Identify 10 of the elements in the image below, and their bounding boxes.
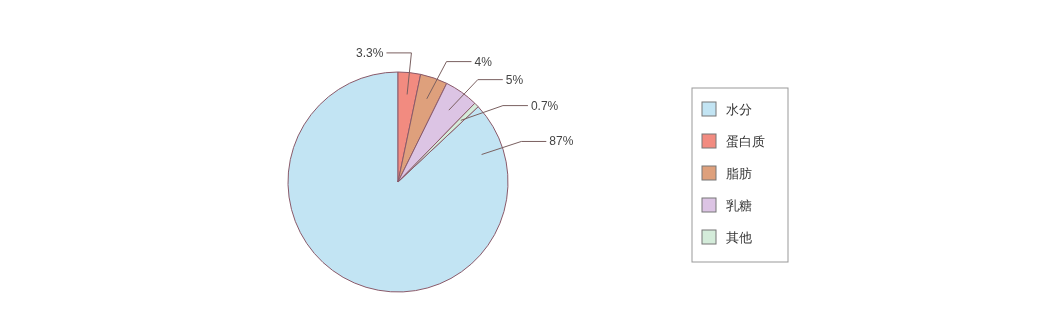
data-label: 87%: [549, 134, 574, 149]
legend-label: 脂肪: [726, 166, 752, 181]
data-label: 5%: [505, 72, 524, 87]
legend-label: 乳糖: [726, 198, 752, 213]
data-label: 3.3%: [356, 45, 384, 60]
legend-label: 其他: [726, 230, 752, 245]
legend-label: 蛋白质: [726, 134, 765, 149]
data-label: 4%: [474, 54, 493, 69]
data-label: 0.7%: [530, 98, 559, 113]
legend-label: 水分: [726, 102, 752, 117]
